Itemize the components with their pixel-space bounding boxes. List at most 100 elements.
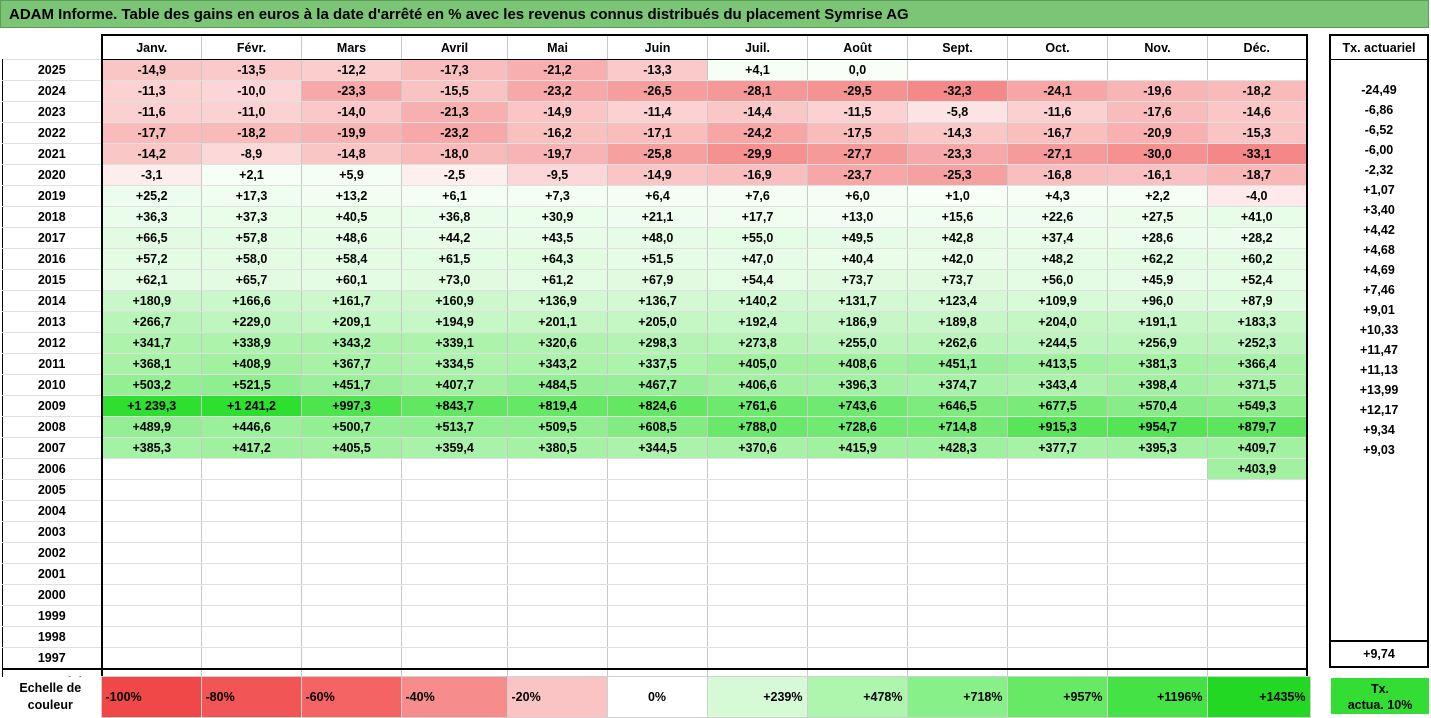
gain-cell: -23,3 <box>301 80 402 102</box>
gain-cell <box>907 59 1008 81</box>
gain-cell: -11,4 <box>607 101 708 123</box>
gain-cell: -23,2 <box>401 122 508 144</box>
month-header-row: Janv. Févr. Mars Avril Mai Juin Juil. Août Sept.… <box>2 34 1308 60</box>
year-label: 2005 <box>2 479 102 501</box>
annual-rate-cell: +4,68 <box>1329 240 1429 260</box>
year-label: 2021 <box>2 143 102 165</box>
table-row: 2020 -3,1 +2,1 +5,9 -2,5 -9,5 -14,9 -16,9 -23,7-… <box>2 164 1308 186</box>
gain-cell: +209,1 <box>301 311 402 333</box>
annual-rate-cell: -2,32 <box>1329 160 1429 180</box>
gain-cell <box>1207 626 1308 648</box>
gain-cell: +166,6 <box>201 290 302 312</box>
gain-cell: +51,5 <box>607 248 708 270</box>
annual-rate-cell: +11,13 <box>1329 360 1429 380</box>
gain-cell <box>707 563 808 585</box>
year-label: 2016 <box>2 248 102 270</box>
gain-cell: +509,5 <box>507 416 608 438</box>
gain-cell: -19,7 <box>507 143 608 165</box>
page-title: ADAM Informe. Table des gains en euros à… <box>0 0 1429 28</box>
gain-cell: +1 239,3 <box>100 395 202 417</box>
legend-rate-swatch: Tx. actua. 10% <box>1331 678 1429 714</box>
gain-cell: +140,2 <box>707 290 808 312</box>
gain-cell: +915,3 <box>1007 416 1108 438</box>
gain-cell: -26,5 <box>607 80 708 102</box>
gain-cell: 0,0 <box>807 59 908 81</box>
gain-cell: +521,5 <box>201 374 302 396</box>
year-label: 2012 <box>2 332 102 354</box>
gain-cell: +13,2 <box>301 185 402 207</box>
gain-cell <box>1107 605 1208 627</box>
month-header: Déc. <box>1207 34 1308 60</box>
gain-cell <box>607 521 708 543</box>
legend-swatch: +957% <box>1006 676 1108 718</box>
gain-cell <box>807 458 908 480</box>
gain-cell: +64,3 <box>507 248 608 270</box>
gain-cell <box>401 584 508 606</box>
gain-cell: +484,5 <box>507 374 608 396</box>
gain-cell: +62,2 <box>1107 248 1208 270</box>
gain-cell <box>807 542 908 564</box>
annual-rate-cell: +9,34 <box>1329 420 1429 440</box>
gain-cell: +28,6 <box>1107 227 1208 249</box>
gain-cell <box>507 584 608 606</box>
gain-cell <box>201 542 302 564</box>
table-row: 1998 <box>2 626 1308 648</box>
legend-rate-line1: Tx. <box>1370 682 1390 696</box>
gain-cell: -18,7 <box>1207 164 1308 186</box>
gain-cell: +189,8 <box>907 311 1008 333</box>
gain-cell: -13,3 <box>607 59 708 81</box>
gain-cell: +298,3 <box>607 332 708 354</box>
gain-cell: -33,1 <box>1207 143 1308 165</box>
year-label: 2009 <box>2 395 102 417</box>
gain-cell <box>100 458 202 480</box>
legend-label-line2: couleur <box>27 698 73 712</box>
gain-cell <box>507 626 608 648</box>
gain-cell: +45,9 <box>1107 269 1208 291</box>
gain-cell: +359,4 <box>401 437 508 459</box>
gain-cell: -17,5 <box>807 122 908 144</box>
gain-cell <box>401 563 508 585</box>
gain-cell <box>907 521 1008 543</box>
gain-cell <box>301 458 402 480</box>
gain-cell: +43,5 <box>507 227 608 249</box>
gain-cell: -14,4 <box>707 101 808 123</box>
gain-cell <box>807 500 908 522</box>
year-label: 2013 <box>2 311 102 333</box>
gain-cell: +255,0 <box>807 332 908 354</box>
gain-cell: -11,6 <box>1007 101 1108 123</box>
gain-cell: +446,6 <box>201 416 302 438</box>
year-label: 2025 <box>2 59 102 81</box>
gain-cell: +368,1 <box>100 353 202 375</box>
gain-cell: -11,6 <box>100 101 202 123</box>
gain-cell: +244,5 <box>1007 332 1108 354</box>
gain-cell <box>1207 563 1308 585</box>
gain-cell <box>301 605 402 627</box>
gain-cell <box>807 605 908 627</box>
gain-cell <box>1007 626 1108 648</box>
gain-cell <box>100 563 202 585</box>
gain-cell: -18,0 <box>401 143 508 165</box>
gain-cell: +73,7 <box>907 269 1008 291</box>
gain-cell <box>707 605 808 627</box>
gain-cell: +161,7 <box>301 290 402 312</box>
gain-cell <box>607 542 708 564</box>
month-header: Janv. <box>100 34 202 60</box>
gain-cell: +6,4 <box>607 185 708 207</box>
gain-cell: +549,3 <box>1207 395 1308 417</box>
gain-cell: -12,2 <box>301 59 402 81</box>
gain-cell: +407,7 <box>401 374 508 396</box>
gain-cell: +17,3 <box>201 185 302 207</box>
gain-cell: +48,0 <box>607 227 708 249</box>
gain-cell <box>507 542 608 564</box>
gain-cell <box>301 626 402 648</box>
gain-cell: +380,5 <box>507 437 608 459</box>
gain-cell: -16,2 <box>507 122 608 144</box>
gain-cell <box>1007 563 1108 585</box>
annual-rate-cell <box>1329 620 1429 641</box>
gain-cell: +21,1 <box>607 206 708 228</box>
year-label: 2023 <box>2 101 102 123</box>
annual-rate-cell: -24,49 <box>1329 80 1429 100</box>
gain-cell: +109,9 <box>1007 290 1108 312</box>
gain-cell: -30,0 <box>1107 143 1208 165</box>
month-header: Avril <box>401 34 508 60</box>
